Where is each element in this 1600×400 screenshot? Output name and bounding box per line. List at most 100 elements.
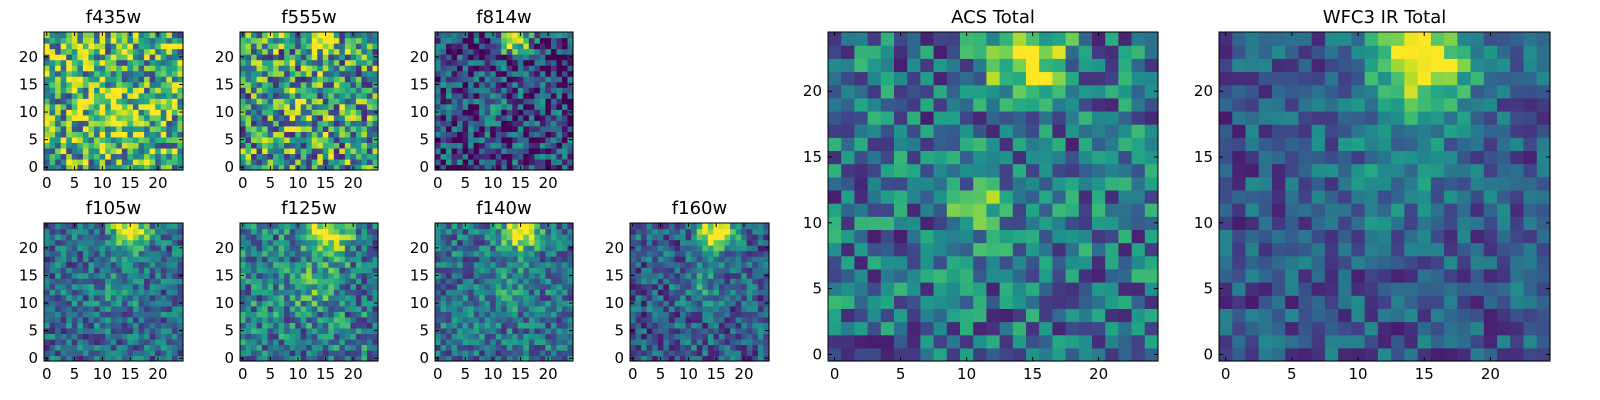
- heatmap-cell: [240, 70, 247, 77]
- heatmap-cell: [44, 131, 51, 138]
- heatmap-cell: [361, 311, 368, 318]
- heatmap-cell: [451, 278, 458, 285]
- heatmap-cell: [311, 316, 318, 323]
- heatmap-cell: [127, 234, 134, 241]
- heatmap-cell: [344, 278, 351, 285]
- heatmap-cell: [484, 48, 491, 55]
- heatmap-cell: [674, 245, 681, 252]
- heatmap-cell: [344, 92, 351, 99]
- heatmap-cell: [94, 250, 101, 257]
- heatmap-cell: [105, 234, 112, 241]
- heatmap-cell: [311, 300, 318, 307]
- heatmap-cell: [757, 256, 765, 263]
- x-tick-label: 5: [461, 365, 471, 383]
- heatmap-cell: [1131, 176, 1146, 191]
- heatmap-cell: [490, 92, 497, 99]
- heatmap-cell: [149, 120, 156, 127]
- heatmap-cell: [127, 109, 134, 116]
- heatmap-cell: [894, 242, 908, 257]
- heatmap-cell: [462, 76, 469, 83]
- heatmap-cell: [82, 305, 90, 312]
- heatmap-cell: [350, 114, 357, 121]
- heatmap-cell: [344, 87, 351, 94]
- heatmap-cell: [66, 294, 73, 301]
- heatmap-cell: [105, 87, 112, 94]
- heatmap-cell: [77, 322, 84, 329]
- heatmap-cell: [77, 283, 84, 290]
- heatmap-cell: [718, 272, 726, 279]
- heatmap-cell: [110, 32, 117, 39]
- heatmap-cell: [663, 239, 670, 246]
- heatmap-cell: [539, 65, 546, 72]
- heatmap-cell: [94, 300, 101, 307]
- heatmap-cell: [484, 43, 491, 50]
- heatmap-cell: [635, 311, 642, 318]
- heatmap-cell: [166, 103, 173, 110]
- heatmap-cell: [512, 114, 519, 121]
- heatmap-cell: [121, 355, 128, 362]
- heatmap-cell: [132, 54, 140, 61]
- heatmap-cell: [707, 305, 714, 312]
- heatmap-cell: [267, 131, 274, 138]
- heatmap-cell: [473, 158, 480, 166]
- heatmap-cell: [322, 305, 329, 312]
- heatmap-cell: [149, 81, 156, 88]
- heatmap-cell: [1026, 282, 1040, 296]
- heatmap-cell: [867, 203, 882, 217]
- heatmap-cell: [828, 216, 842, 230]
- heatmap-cell: [333, 239, 340, 246]
- heatmap-cell: [110, 125, 117, 132]
- heatmap-cell: [366, 344, 374, 351]
- heatmap-cell: [506, 37, 513, 44]
- heatmap-cell: [245, 333, 252, 340]
- heatmap-cell: [116, 250, 123, 257]
- heatmap-cell: [561, 103, 569, 110]
- heatmap-cell: [262, 43, 269, 50]
- heatmap-cell: [556, 59, 563, 66]
- heatmap-cell: [730, 234, 737, 241]
- heatmap-cell: [854, 150, 869, 165]
- heatmap-cell: [960, 347, 974, 362]
- heatmap-cell: [71, 338, 78, 346]
- heatmap-cell: [127, 131, 134, 138]
- heatmap-cell: [867, 255, 882, 270]
- heatmap-cell: [479, 158, 486, 166]
- heatmap-cell: [361, 65, 368, 72]
- heatmap-cell: [262, 349, 269, 357]
- heatmap-cell: [160, 164, 167, 171]
- heatmap-cell: [132, 234, 140, 241]
- heatmap-cell: [468, 76, 475, 83]
- heatmap-cell: [1131, 347, 1146, 362]
- heatmap-cell: [841, 203, 855, 217]
- heatmap-cell: [462, 109, 469, 116]
- heatmap-cell: [501, 245, 508, 252]
- heatmap-cell: [322, 234, 329, 241]
- heatmap-cell: [550, 136, 558, 143]
- heatmap-cell: [561, 294, 569, 301]
- heatmap-cell: [284, 322, 291, 329]
- y-tick-label: 5: [28, 322, 38, 340]
- heatmap-cell: [60, 305, 67, 312]
- heatmap-cell: [110, 239, 117, 246]
- heatmap-cell: [350, 142, 357, 149]
- heatmap-cell: [741, 228, 748, 235]
- heatmap-cell: [116, 103, 123, 110]
- heatmap-cell: [545, 327, 552, 334]
- heatmap-cell: [144, 109, 151, 116]
- heatmap-cell: [55, 136, 62, 143]
- heatmap-cell: [1118, 255, 1133, 270]
- heatmap-cell: [707, 333, 714, 340]
- heatmap-cell: [506, 278, 513, 285]
- heatmap-cell: [1039, 255, 1053, 270]
- heatmap-cell: [88, 70, 95, 77]
- heatmap-cell: [350, 289, 357, 296]
- heatmap-cell: [49, 289, 56, 296]
- heatmap-cell: [663, 300, 670, 307]
- heatmap-cell: [920, 321, 935, 336]
- heatmap-cell: [517, 103, 524, 110]
- heatmap-cell: [657, 300, 664, 307]
- heatmap-cell: [251, 92, 258, 99]
- heatmap-cell: [506, 311, 513, 318]
- heatmap-cell: [105, 289, 112, 296]
- heatmap-cell: [77, 228, 84, 235]
